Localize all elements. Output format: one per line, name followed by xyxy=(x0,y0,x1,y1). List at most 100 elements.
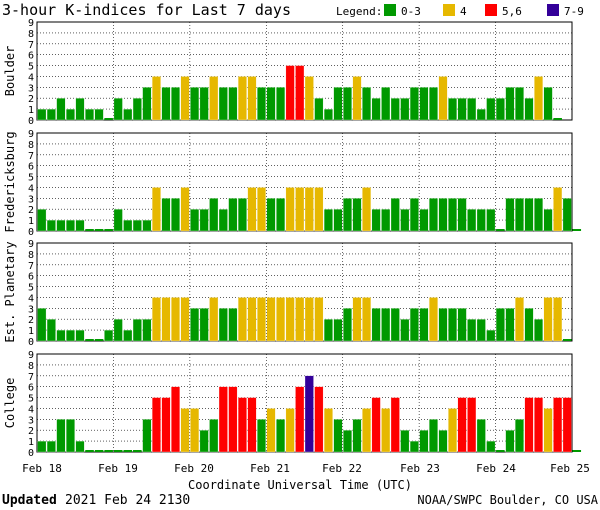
k-index-bar xyxy=(496,229,505,231)
k-index-bar xyxy=(276,198,286,232)
k-index-bar xyxy=(247,76,257,121)
k-index-bar xyxy=(314,386,324,453)
k-index-bar xyxy=(247,187,257,232)
k-index-bar xyxy=(266,87,276,121)
k-index-bar xyxy=(362,87,372,121)
k-index-bar xyxy=(515,198,524,232)
k-index-bar xyxy=(534,76,543,121)
k-index-bar xyxy=(304,187,314,232)
y-tick-label: 4 xyxy=(28,72,34,83)
k-index-bar xyxy=(151,397,161,453)
k-index-bar xyxy=(266,408,276,453)
k-index-bar xyxy=(438,198,448,232)
y-tick-label: 3 xyxy=(28,83,34,94)
k-index-bar xyxy=(199,87,209,121)
k-index-bar xyxy=(362,187,372,232)
k-index-bar xyxy=(161,87,171,121)
k-index-bar xyxy=(142,319,152,342)
k-index-bar xyxy=(151,187,161,232)
k-index-bar xyxy=(400,98,410,121)
legend-swatch-low xyxy=(384,4,396,16)
k-index-bar xyxy=(419,308,429,342)
x-axis: Feb 18 Feb 19 Feb 20 Feb 21 Feb 22 Feb 2… xyxy=(22,462,590,492)
k-index-bar xyxy=(209,198,219,232)
k-index-bar xyxy=(467,209,477,232)
k-index-bar xyxy=(543,297,553,342)
k-index-bar xyxy=(209,297,219,342)
y-tick-label: 2 xyxy=(28,94,34,105)
k-index-bar xyxy=(295,187,305,232)
k-index-bar xyxy=(314,297,324,342)
k-index-bar xyxy=(295,386,305,453)
k-index-bar xyxy=(467,319,477,342)
k-index-bar xyxy=(343,198,352,232)
k-index-bar xyxy=(409,440,419,453)
k-index-bar xyxy=(75,329,85,342)
k-index-bar xyxy=(104,118,113,120)
k-index-bar xyxy=(142,219,152,232)
k-index-bar xyxy=(75,219,85,232)
y-tick-label: 5 xyxy=(28,394,34,405)
k-index-bar xyxy=(343,87,352,121)
k-index-bar xyxy=(276,297,286,342)
k-index-bar xyxy=(515,87,524,121)
k-index-bar xyxy=(75,98,85,121)
k-index-bar xyxy=(132,319,142,342)
k-index-bar xyxy=(352,297,362,342)
y-tick-label: 0 xyxy=(28,227,34,238)
k-index-bar xyxy=(409,198,419,232)
k-index-bar xyxy=(190,209,200,232)
y-tick-label: 0 xyxy=(28,116,34,127)
x-tick-label: Feb 24 xyxy=(476,462,516,475)
k-index-bar xyxy=(505,198,515,232)
k-index-bar xyxy=(429,297,438,342)
k-index-bar xyxy=(66,219,75,232)
k-index-bar xyxy=(534,198,543,232)
y-tick-label: 5 xyxy=(28,173,34,184)
k-index-bar xyxy=(37,308,47,342)
k-index-bar xyxy=(496,450,505,452)
k-index-bar xyxy=(448,98,458,121)
y-tick-label: 0 xyxy=(28,448,34,459)
k-index-bar xyxy=(190,308,200,342)
k-index-bar xyxy=(37,108,47,121)
legend-item-storm: 5,6 xyxy=(502,5,522,18)
k-index-bar xyxy=(467,397,477,453)
k-index-bar xyxy=(142,419,152,453)
k-index-bar xyxy=(562,339,572,341)
k-index-bar xyxy=(448,408,458,453)
k-index-bar xyxy=(56,219,66,232)
k-index-bar xyxy=(295,297,305,342)
k-index-bar xyxy=(486,209,496,232)
k-index-bar xyxy=(476,319,486,342)
k-index-bar xyxy=(56,419,66,453)
k-index-bar xyxy=(257,87,266,121)
k-index-bar xyxy=(180,187,190,232)
k-index-bar xyxy=(85,339,94,341)
y-tick-label: 4 xyxy=(28,183,34,194)
k-index-bar xyxy=(381,87,391,121)
k-index-bar xyxy=(161,297,171,342)
k-index-bar xyxy=(104,450,113,452)
updated-value: 2021 Feb 24 2130 xyxy=(65,493,190,508)
k-index-bar xyxy=(151,297,161,342)
k-index-bar xyxy=(199,209,209,232)
k-index-bar xyxy=(390,397,400,453)
k-index-bar xyxy=(524,98,534,121)
panel-frame xyxy=(36,353,573,453)
k-index-bar xyxy=(333,87,343,121)
k-index-bar xyxy=(400,319,410,342)
k-index-bar xyxy=(94,229,104,231)
k-index-bar xyxy=(381,308,391,342)
k-index-bar xyxy=(505,430,515,453)
k-index-bar xyxy=(429,87,438,121)
k-index-bar xyxy=(495,308,505,342)
k-index-bar xyxy=(419,430,429,453)
k-index-bar xyxy=(266,198,276,232)
y-tick-label: 2 xyxy=(28,315,34,326)
k-index-bar xyxy=(285,408,295,453)
k-index-bar xyxy=(352,198,362,232)
k-index-bar xyxy=(104,329,114,342)
